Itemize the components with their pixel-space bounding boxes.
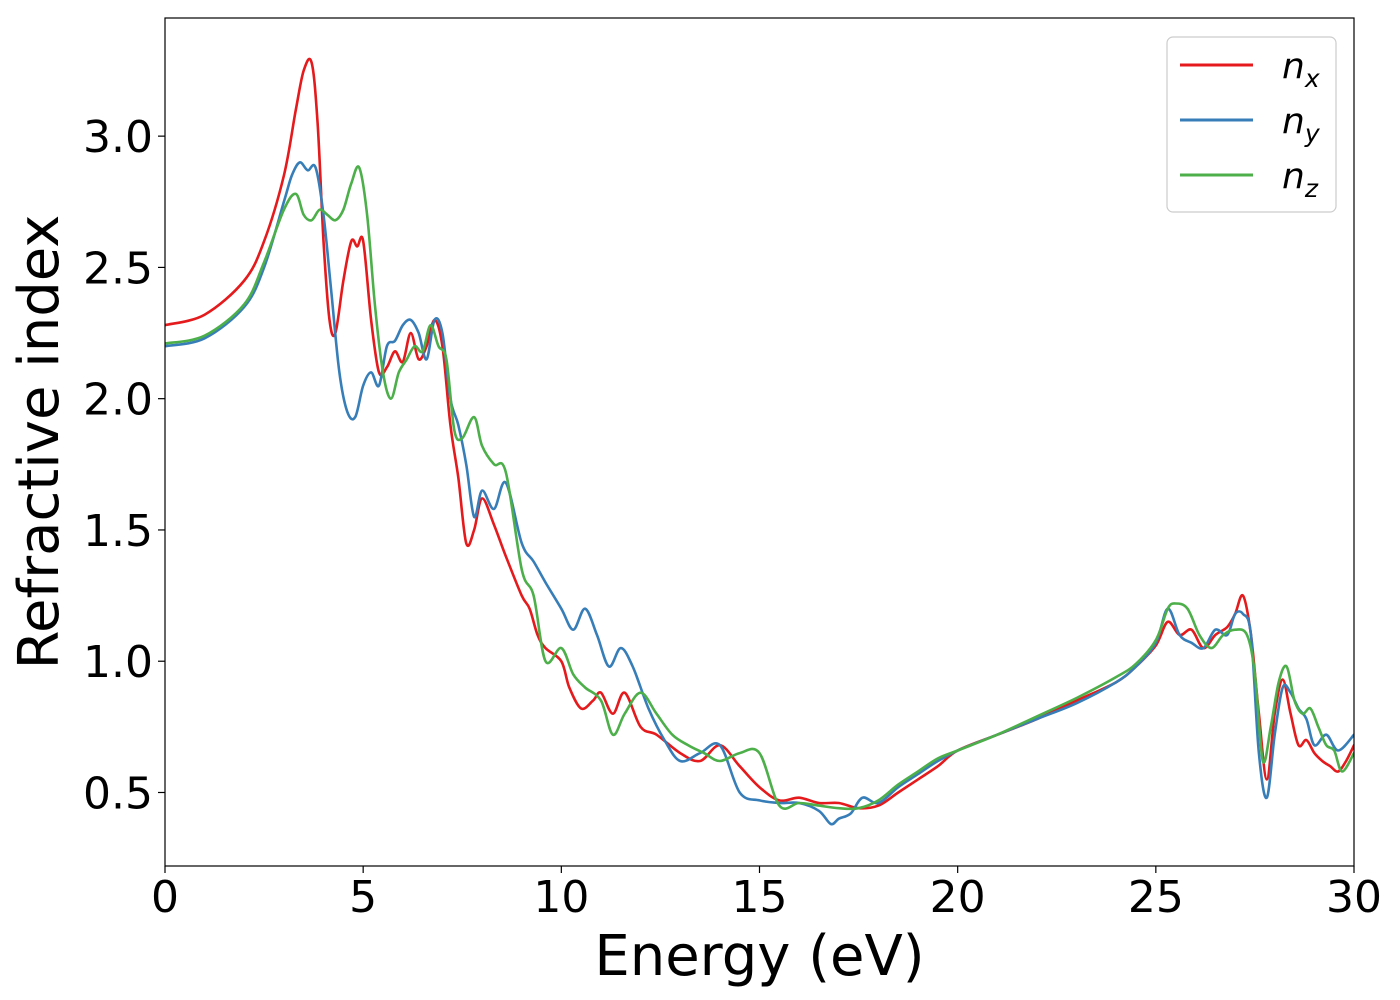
series-line-nz [165,165,1354,811]
series-line-nx [165,57,1354,810]
y-tick-label: 2.0 [83,375,153,426]
x-tick-label: 20 [930,872,986,923]
legend-label-symbol: n [1282,46,1305,87]
series-line-ny [165,161,1354,826]
y-tick-label: 2.5 [83,243,153,294]
y-tick-label: 1.5 [83,506,153,557]
plot-lines [165,57,1354,826]
x-tick-label: 15 [732,872,788,923]
y-axis-ticks: 0.5 1.0 1.5 2.0 2.5 3.0 [83,112,165,819]
x-tick-label: 0 [151,872,179,923]
x-tick-label: 25 [1128,872,1184,923]
x-tick-label: 5 [349,872,377,923]
legend-label-nx: nx [1282,46,1320,93]
legend-label-nz: nz [1282,156,1319,203]
legend-label-subscript: z [1304,174,1319,203]
x-axis-label: Energy (eV) [594,924,924,989]
y-tick-label: 3.0 [83,112,153,163]
x-tick-label: 30 [1326,872,1382,923]
y-tick-label: 0.5 [83,768,153,819]
legend-label-ny: ny [1282,101,1321,148]
x-axis-ticks: 0 5 10 15 20 25 30 [151,866,1382,923]
legend-label-subscript: x [1304,64,1320,93]
legend-label-symbol: n [1282,101,1305,142]
legend-label-subscript: y [1304,119,1321,148]
x-tick-label: 10 [533,872,589,923]
legend-box [1166,36,1337,213]
y-tick-label: 1.0 [83,637,153,688]
y-axis-label: Refractive index [7,215,72,670]
legend-label-symbol: n [1282,156,1305,197]
